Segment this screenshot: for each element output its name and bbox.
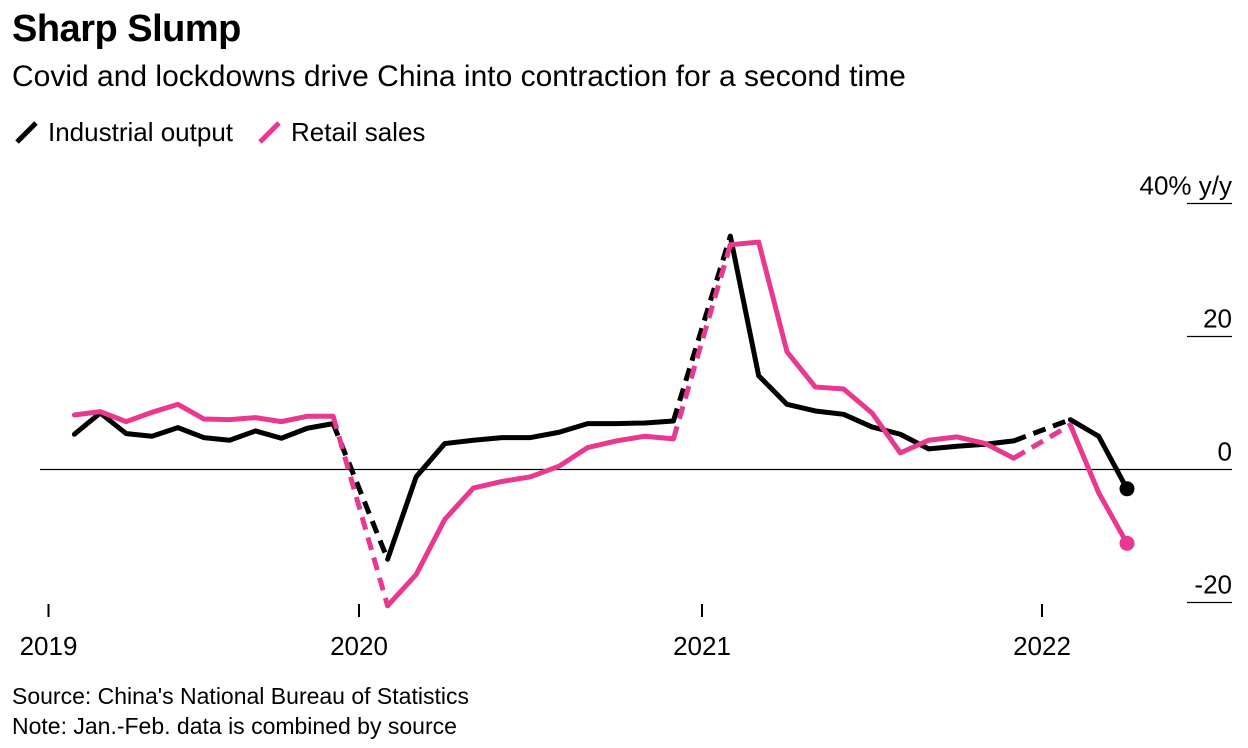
- series-line-industrial-output: [727, 233, 1017, 452]
- chart-title: Sharp Slump: [12, 8, 241, 50]
- source-note: Source: China's National Bureau of Stati…: [12, 683, 469, 709]
- y-tick-label: 40% y/y: [1140, 171, 1233, 201]
- series-line-retail-sales: [385, 433, 676, 609]
- legend-label: Retail sales: [291, 116, 426, 147]
- data-note: Note: Jan.-Feb. data is combined by sour…: [12, 713, 457, 739]
- legend-label: Industrial output: [48, 116, 234, 147]
- legend-item-retail-sales: Retail sales: [255, 117, 425, 148]
- series-line-industrial-output: [1067, 417, 1130, 492]
- series-dashed-retail-sales: [1012, 422, 1072, 461]
- legend: Industrial output Retail sales: [12, 114, 447, 150]
- x-tick-label: 2021: [673, 631, 731, 661]
- series-line-retail-sales: [71, 401, 336, 425]
- series-dashed-industrial-output: [671, 235, 733, 422]
- y-tick-label: -20: [1194, 570, 1232, 600]
- series-line-industrial-output: [71, 410, 336, 443]
- x-tick-label: 2022: [1013, 631, 1071, 661]
- series-dashed-retail-sales: [671, 244, 733, 440]
- y-tick-label: 20: [1203, 304, 1232, 334]
- line-swatch-icon: [12, 117, 42, 147]
- x-tick-label: 2020: [330, 631, 388, 661]
- series-line-industrial-output: [385, 418, 676, 562]
- chart-subtitle: Covid and lockdowns drive China into con…: [12, 60, 906, 93]
- x-tick-label: 2019: [20, 631, 78, 661]
- series-end-point-retail-sales: [1119, 535, 1135, 551]
- series-line-retail-sales: [1067, 422, 1130, 546]
- y-tick-label: 0: [1218, 437, 1232, 467]
- line-swatch-icon: [255, 117, 285, 147]
- series-dashed-retail-sales: [330, 415, 390, 607]
- legend-item-industrial-output: Industrial output: [12, 117, 233, 148]
- series-dashed-industrial-output: [1012, 417, 1072, 444]
- series-line-retail-sales: [727, 239, 1017, 461]
- series-end-point-industrial-output: [1119, 481, 1135, 497]
